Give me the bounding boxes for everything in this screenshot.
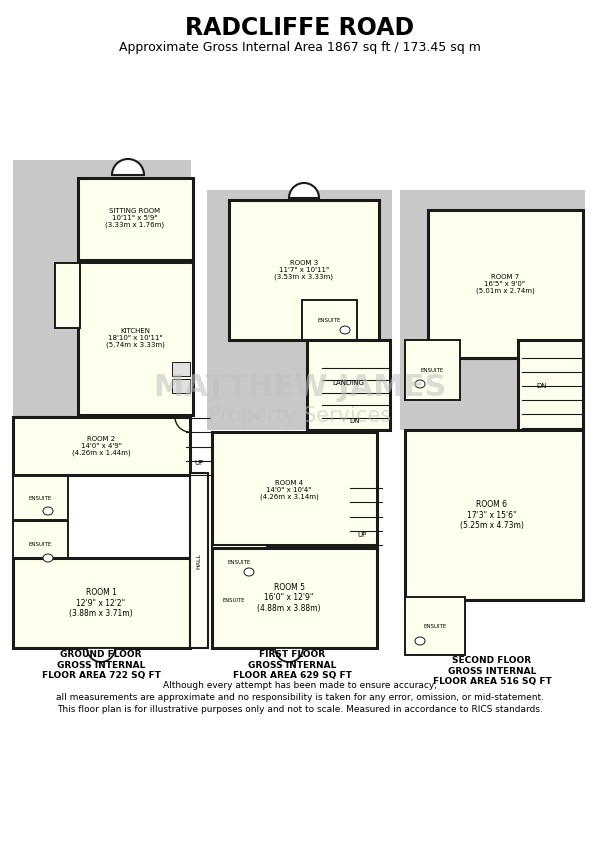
Text: LANDING: LANDING [332,380,364,386]
Bar [13,521,68,568]
Bar [212,548,377,648]
Text: ROOM 6
17'3" x 15'6"
(5.25m x 4.73m): ROOM 6 17'3" x 15'6" (5.25m x 4.73m) [460,500,524,530]
Wedge shape [289,183,319,198]
Text: ROOM 1
12'9" x 12'2"
(3.88m x 3.71m): ROOM 1 12'9" x 12'2" (3.88m x 3.71m) [69,589,133,618]
Text: ROOM 4
14'0" x 10'4"
(4.26m x 3.14m): ROOM 4 14'0" x 10'4" (4.26m x 3.14m) [260,480,319,500]
Text: ENSUITE: ENSUITE [28,543,52,548]
Ellipse shape [415,380,425,388]
Ellipse shape [244,568,254,576]
Text: ENSUITE: ENSUITE [317,317,341,322]
Text: ROOM 2
14'0" x 4'9"
(4.26m x 1.44m): ROOM 2 14'0" x 4'9" (4.26m x 1.44m) [71,436,130,456]
Text: DN: DN [537,383,547,389]
Bar [207,190,392,430]
Text: MATTHEW JAMES: MATTHEW JAMES [154,373,446,403]
Bar [400,190,585,430]
Wedge shape [112,159,144,175]
Text: GROUND FLOOR
GROSS INTERNAL
FLOOR AREA 722 SQ FT: GROUND FLOOR GROSS INTERNAL FLOOR AREA 7… [41,650,160,680]
Bar [212,581,257,618]
Bar [302,300,357,340]
Ellipse shape [43,554,53,562]
Ellipse shape [415,637,425,645]
Text: UP: UP [358,532,367,538]
Text: FIRST FLOOR
GROSS INTERNAL
FLOOR AREA 629 SQ FT: FIRST FLOOR GROSS INTERNAL FLOOR AREA 62… [233,650,352,680]
Bar [212,432,377,545]
Bar [229,200,379,340]
Text: ROOM 3
11'7" x 10'11"
(3.53m x 3.33m): ROOM 3 11'7" x 10'11" (3.53m x 3.33m) [275,259,334,280]
Bar [13,558,190,648]
Ellipse shape [43,507,53,515]
Text: ENSUITE: ENSUITE [223,598,245,602]
Text: all measurements are approximate and no responsibility is taken for any error, o: all measurements are approximate and no … [56,694,544,702]
Text: DN: DN [350,418,360,424]
Bar [405,597,465,655]
Text: RADCLIFFE ROAD: RADCLIFFE ROAD [185,16,415,40]
Bar [172,362,190,376]
Text: This floor plan is for illustrative purposes only and not to scale. Measured in : This floor plan is for illustrative purp… [57,706,543,715]
Bar [428,210,583,358]
Bar [78,178,193,260]
Ellipse shape [340,326,350,334]
Text: Property Services: Property Services [208,406,392,426]
Text: KITCHEN
18'10" x 10'11"
(5.74m x 3.33m): KITCHEN 18'10" x 10'11" (5.74m x 3.33m) [106,327,164,349]
Text: ROOM 7
16'5" x 9'0"
(5.01m x 2.74m): ROOM 7 16'5" x 9'0" (5.01m x 2.74m) [476,274,535,294]
Bar [13,476,68,520]
Bar [405,340,460,400]
Bar [518,340,583,430]
Text: ENSUITE: ENSUITE [227,561,251,566]
Text: ENSUITE: ENSUITE [424,624,446,629]
Bar [212,545,267,580]
Text: UP: UP [194,460,203,466]
Bar [13,417,190,475]
Text: ROOM 5
16'0" x 12'9"
(4.88m x 3.88m): ROOM 5 16'0" x 12'9" (4.88m x 3.88m) [257,583,321,613]
Text: SECOND FLOOR
GROSS INTERNAL
FLOOR AREA 516 SQ FT: SECOND FLOOR GROSS INTERNAL FLOOR AREA 5… [433,656,551,686]
Bar [13,160,191,430]
Bar [172,379,190,393]
Bar [190,473,208,648]
Bar [55,263,80,328]
Text: ENSUITE: ENSUITE [28,495,52,500]
Bar [405,430,583,600]
Wedge shape [87,648,115,662]
Text: Approximate Gross Internal Area 1867 sq ft / 173.45 sq m: Approximate Gross Internal Area 1867 sq … [119,42,481,54]
Bar [78,262,193,415]
Text: ENSUITE: ENSUITE [421,367,443,372]
Wedge shape [275,648,303,662]
Text: Although every attempt has been made to ensure accuracy,: Although every attempt has been made to … [163,682,437,690]
Text: HALL: HALL [197,553,202,569]
Bar [307,340,390,430]
Text: SITTING ROOM
10'11" x 5'9"
(3.33m x 1.76m): SITTING ROOM 10'11" x 5'9" (3.33m x 1.76… [106,208,164,228]
